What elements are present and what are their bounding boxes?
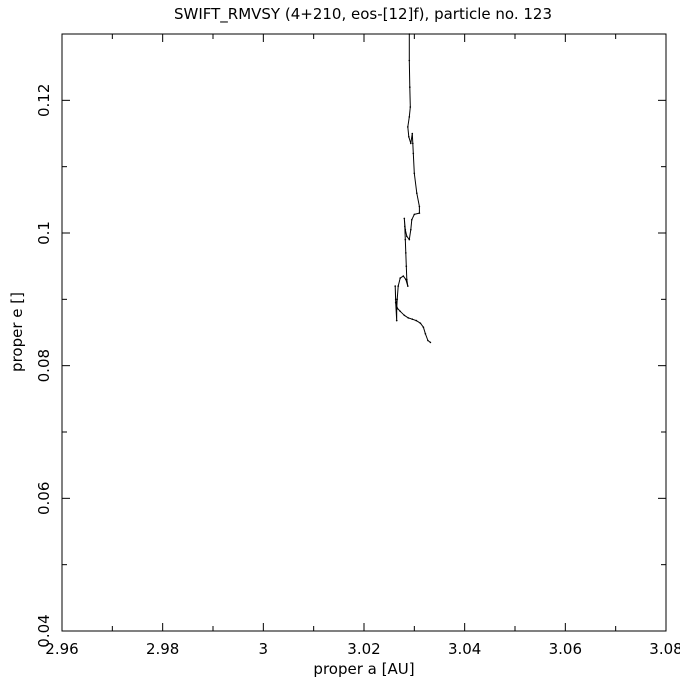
data-point xyxy=(405,265,408,268)
data-point xyxy=(404,238,407,241)
data-point xyxy=(410,142,412,145)
x-tick-labels: 2.96 2.98 3 3.02 3.04 3.06 3.08 xyxy=(45,640,680,658)
data-point xyxy=(394,285,397,287)
data-point xyxy=(405,278,407,281)
chart-title: SWIFT_RMVSY (4+210, eos-[12]f), particle… xyxy=(174,5,552,24)
y-tick-label: 0.06 xyxy=(35,482,53,515)
x-tick-label: 3.04 xyxy=(448,640,481,658)
data-point xyxy=(396,298,399,301)
y-tick-label: 0.1 xyxy=(35,221,53,245)
y-tick-labels: 0.04 0.06 0.08 0.1 0.12 xyxy=(35,84,53,648)
data-point xyxy=(397,285,400,287)
x-tick-label: 3.06 xyxy=(549,640,582,658)
y-tick-label: 0.04 xyxy=(35,614,53,647)
data-point xyxy=(409,86,411,88)
y-tick-label: 0.08 xyxy=(35,349,53,382)
data-point xyxy=(395,308,398,311)
data-point xyxy=(413,172,416,175)
data-point xyxy=(408,116,411,118)
data-point xyxy=(405,252,407,254)
data-point xyxy=(408,136,410,138)
x-tick-label: 2.96 xyxy=(45,640,78,658)
data-point xyxy=(427,339,429,342)
x-tick-label: 3.02 xyxy=(347,640,380,658)
axis-ticks xyxy=(61,33,667,632)
data-point xyxy=(418,212,421,214)
data-point xyxy=(399,277,402,279)
series-line xyxy=(394,34,431,343)
y-tick-label: 0.12 xyxy=(35,84,53,117)
data-point xyxy=(429,341,432,344)
data-point xyxy=(407,317,410,319)
data-point xyxy=(416,192,418,194)
data-point xyxy=(407,285,409,287)
data-point xyxy=(408,59,411,62)
data-point xyxy=(411,132,414,135)
data-point xyxy=(404,225,406,228)
y-axis-label: proper e [] xyxy=(8,292,26,372)
data-point xyxy=(395,319,398,322)
data-point xyxy=(402,275,405,277)
data-point xyxy=(411,218,413,221)
x-tick-label: 3.08 xyxy=(649,640,680,658)
data-point xyxy=(419,322,422,325)
x-tick-label: 3 xyxy=(259,640,269,658)
data-point xyxy=(418,205,421,208)
x-tick-label: 2.98 xyxy=(146,640,179,658)
data-point xyxy=(396,307,399,309)
plot-frame xyxy=(61,33,667,632)
data-point xyxy=(394,301,397,304)
data-point xyxy=(394,298,397,301)
data-point xyxy=(412,152,415,155)
data-point xyxy=(409,106,412,108)
data-point xyxy=(424,333,427,335)
data-point xyxy=(422,326,425,329)
data-point xyxy=(411,318,414,321)
data-point xyxy=(415,319,418,322)
data-point xyxy=(413,213,416,216)
data-point xyxy=(404,228,407,231)
data-point xyxy=(408,33,411,35)
x-axis-label: proper a [AU] xyxy=(313,660,414,678)
data-point xyxy=(399,310,402,313)
data-point xyxy=(408,238,411,241)
data-point xyxy=(403,314,406,317)
data-point xyxy=(407,126,409,128)
data-point xyxy=(410,228,412,231)
data-point xyxy=(406,235,408,238)
data-point xyxy=(403,217,406,220)
data-point xyxy=(412,142,414,145)
series-group xyxy=(394,33,432,344)
